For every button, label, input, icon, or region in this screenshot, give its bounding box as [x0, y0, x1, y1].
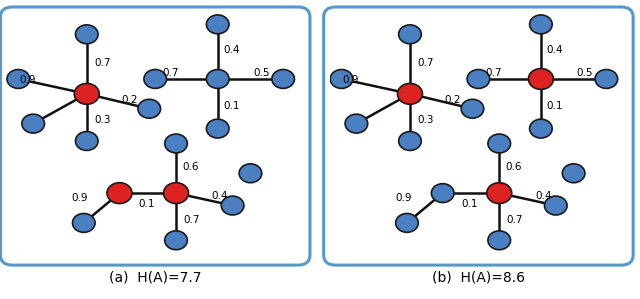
Text: 0.6: 0.6	[505, 162, 522, 172]
Text: 0.3: 0.3	[417, 115, 434, 125]
Circle shape	[164, 183, 189, 204]
Text: 0.7: 0.7	[163, 68, 179, 78]
Text: 0.7: 0.7	[486, 68, 502, 78]
Text: 0.4: 0.4	[223, 45, 240, 55]
Circle shape	[74, 83, 99, 104]
Text: (b)  H(A)=8.6: (b) H(A)=8.6	[432, 270, 525, 284]
Circle shape	[164, 231, 188, 250]
Text: 0.9: 0.9	[343, 75, 360, 85]
FancyBboxPatch shape	[1, 7, 310, 265]
Circle shape	[345, 114, 368, 133]
Circle shape	[595, 70, 618, 89]
Circle shape	[22, 114, 45, 133]
Circle shape	[7, 70, 29, 89]
Circle shape	[206, 119, 229, 138]
Circle shape	[397, 83, 422, 104]
Circle shape	[488, 231, 511, 250]
Text: 0.4: 0.4	[547, 45, 563, 55]
Text: 0.5: 0.5	[577, 68, 593, 78]
Circle shape	[138, 99, 161, 118]
Circle shape	[487, 183, 512, 204]
Text: 0.4: 0.4	[535, 190, 552, 201]
Text: 0.9: 0.9	[72, 193, 88, 203]
Circle shape	[206, 70, 229, 89]
Text: 0.4: 0.4	[212, 190, 228, 201]
Text: 0.6: 0.6	[182, 162, 198, 172]
Text: 0.7: 0.7	[94, 58, 111, 68]
Circle shape	[431, 184, 454, 202]
Circle shape	[529, 68, 554, 89]
Circle shape	[545, 196, 567, 215]
Circle shape	[529, 119, 552, 138]
Circle shape	[76, 132, 98, 150]
Text: 0.9: 0.9	[395, 193, 412, 203]
Circle shape	[488, 134, 511, 153]
Circle shape	[396, 213, 419, 232]
Text: 0.2: 0.2	[121, 95, 138, 105]
Text: 0.5: 0.5	[253, 68, 270, 78]
Text: 0.1: 0.1	[461, 199, 477, 209]
Text: 0.7: 0.7	[507, 215, 523, 225]
Text: 0.7: 0.7	[184, 215, 200, 225]
Circle shape	[272, 70, 294, 89]
Circle shape	[107, 183, 132, 204]
Circle shape	[206, 15, 229, 34]
Text: 0.1: 0.1	[138, 199, 154, 209]
Circle shape	[467, 70, 490, 89]
Circle shape	[72, 213, 95, 232]
Circle shape	[563, 164, 585, 183]
Text: (a)  H(A)=7.7: (a) H(A)=7.7	[109, 270, 202, 284]
Text: 0.1: 0.1	[547, 101, 563, 111]
Text: 0.1: 0.1	[223, 101, 240, 111]
Text: 0.9: 0.9	[20, 75, 36, 85]
Circle shape	[399, 132, 421, 150]
Circle shape	[76, 25, 98, 44]
Text: 0.7: 0.7	[417, 58, 434, 68]
FancyBboxPatch shape	[324, 7, 633, 265]
Circle shape	[239, 164, 262, 183]
Circle shape	[164, 134, 188, 153]
Circle shape	[399, 25, 421, 44]
Text: 0.2: 0.2	[444, 95, 461, 105]
Circle shape	[221, 196, 244, 215]
Text: 0.3: 0.3	[94, 115, 111, 125]
Circle shape	[330, 70, 353, 89]
Circle shape	[461, 99, 484, 118]
Circle shape	[144, 70, 166, 89]
Circle shape	[529, 15, 552, 34]
